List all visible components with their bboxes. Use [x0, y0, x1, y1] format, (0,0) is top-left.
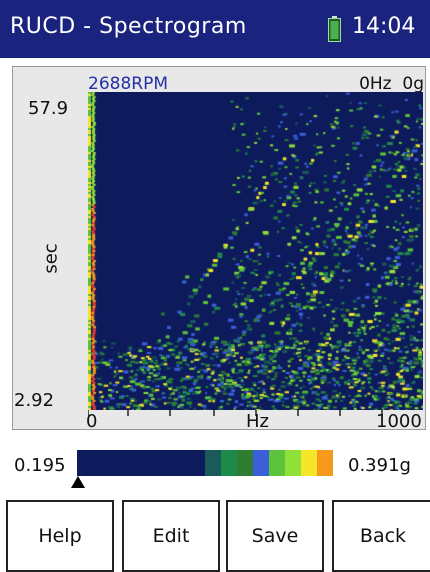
y-axis-max-label: 57.9: [28, 98, 69, 119]
y-axis-label: sec: [40, 243, 62, 274]
rpm-readout: 2688RPM: [88, 74, 168, 94]
clock: 14:04: [352, 14, 416, 39]
app-title: RUCD - Spectrogram: [10, 14, 247, 39]
color-scale-bar: [77, 450, 333, 476]
scale-min-label: 0.195: [14, 455, 66, 476]
x-axis-ticks: [88, 410, 383, 418]
x-axis-label: Hz: [246, 411, 269, 432]
title-bar: RUCD - Spectrogram 14:04: [0, 0, 430, 58]
x-axis-min-label: 0: [86, 411, 98, 432]
cursor-readout: 0Hz 0g: [359, 74, 424, 94]
scale-marker-icon[interactable]: [71, 476, 85, 488]
back-button[interactable]: Back: [332, 500, 430, 572]
x-axis-max-label: 1000: [376, 411, 422, 432]
scale-max-label: 0.391g: [348, 455, 411, 476]
edit-button[interactable]: Edit: [122, 500, 220, 572]
spectrogram-plot[interactable]: [88, 92, 423, 410]
y-axis-min-label: 2.92: [14, 390, 55, 411]
save-button[interactable]: Save: [226, 500, 324, 572]
help-button[interactable]: Help: [6, 500, 114, 572]
battery-icon: [328, 16, 341, 42]
